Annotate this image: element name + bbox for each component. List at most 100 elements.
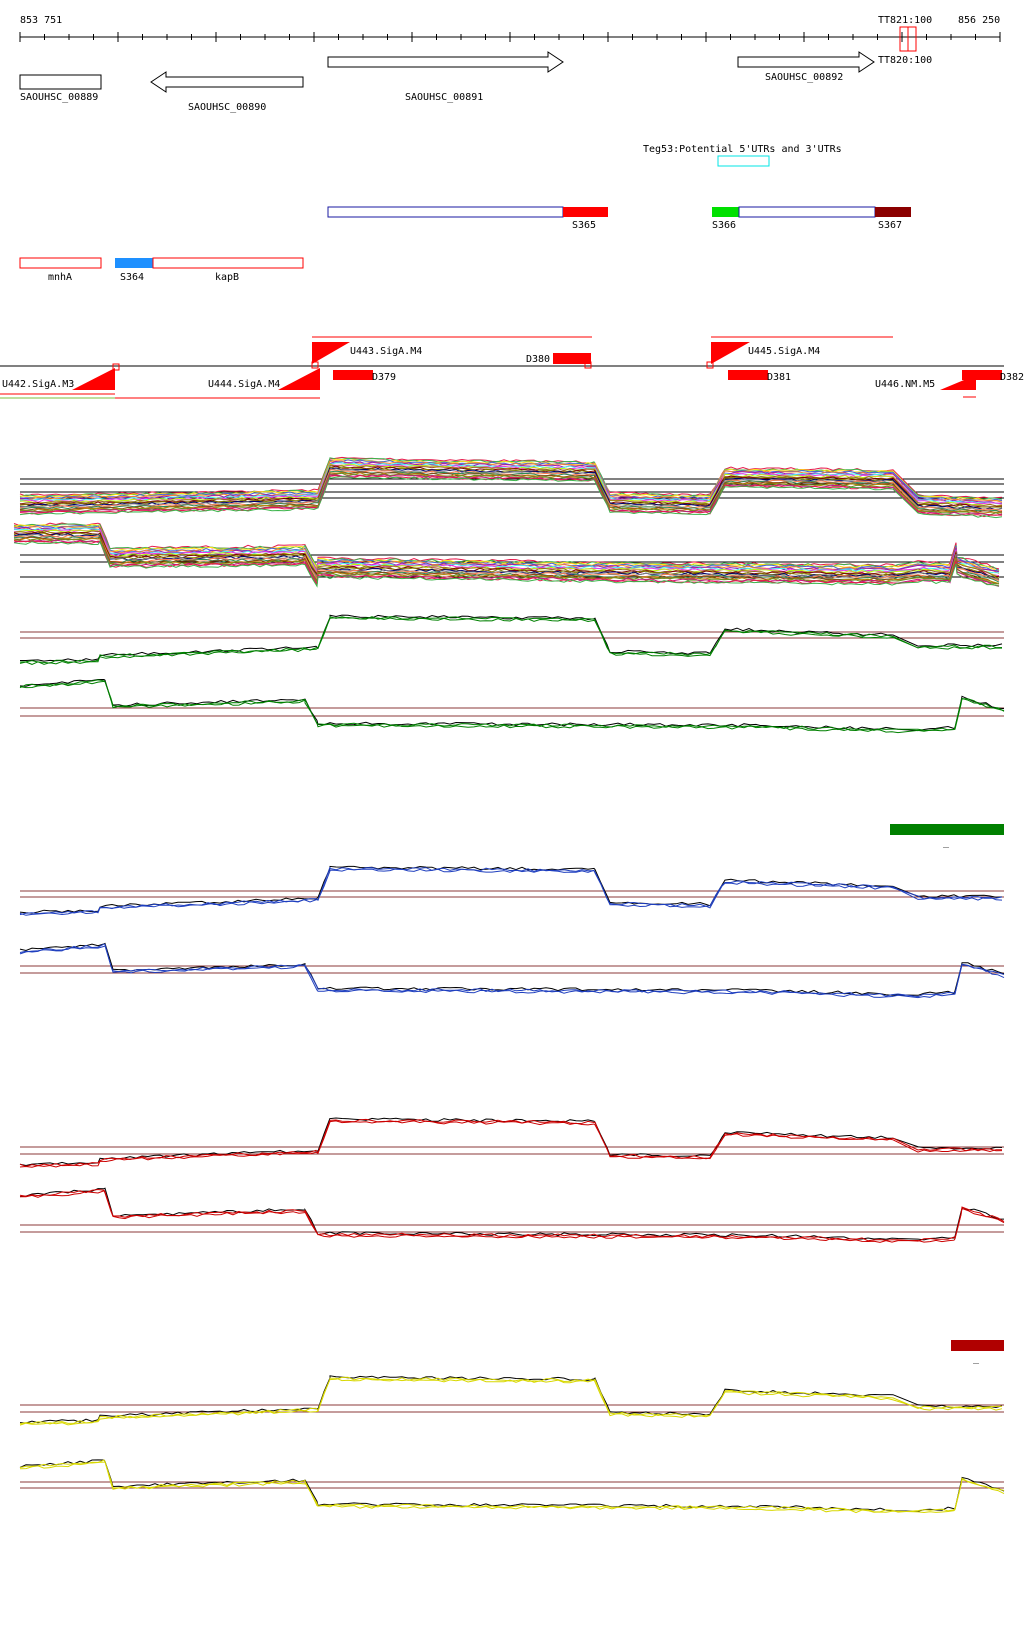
srna-s364-label: S364 bbox=[120, 272, 144, 283]
gene-label-saouhsc-00892: SAOUHSC_00892 bbox=[765, 72, 843, 83]
transcription-unit-track: U442.SigA.M3 U443.SigA.M4 U444.SigA.M4 D… bbox=[0, 336, 1024, 399]
srna-s365-segment[interactable] bbox=[563, 207, 608, 217]
summary-curve-upper bbox=[19, 456, 1003, 499]
promoter-u445-mark bbox=[706, 361, 714, 369]
expression-curve-upper bbox=[19, 865, 1003, 914]
legend-tick-darkred: _ bbox=[973, 1353, 980, 1364]
promoter-u443-flag[interactable] bbox=[312, 342, 350, 364]
summary-curve-lower bbox=[13, 533, 1000, 580]
summary-curve-lower bbox=[13, 534, 1000, 581]
expression-curve-upper bbox=[19, 616, 1003, 665]
promoter-u443-mark bbox=[311, 361, 319, 369]
gene-track: SAOUHSC_00889 SAOUHSC_00890 SAOUHSC_0089… bbox=[19, 51, 875, 113]
expression-curve-upper bbox=[19, 1120, 1002, 1168]
srna-s365-label: S365 bbox=[572, 220, 596, 231]
gene-label-saouhsc-00889: SAOUHSC_00889 bbox=[20, 92, 98, 103]
teg-feature-track: Teg53:Potential 5'UTRs and 3'UTRs bbox=[643, 144, 842, 167]
gene-arrow-saouhsc-00891[interactable] bbox=[327, 51, 564, 73]
ruler-start-label: 853 751 bbox=[20, 15, 62, 26]
promoter-u442-mark bbox=[112, 363, 120, 371]
summary-curve-upper bbox=[19, 474, 1003, 518]
expression-track-green bbox=[19, 614, 1005, 734]
down-region-d381[interactable] bbox=[728, 370, 768, 380]
terminator-label-tt820: TT820:100 bbox=[878, 55, 932, 66]
expression-curve-lower bbox=[19, 945, 1005, 999]
summary-curve-lower bbox=[13, 529, 1000, 578]
summary-curve-lower bbox=[13, 522, 1000, 570]
down-region-d382-label: D382 bbox=[1000, 372, 1024, 383]
summary-curve-upper bbox=[19, 462, 1003, 505]
gene-label-saouhsc-00891: SAOUHSC_00891 bbox=[405, 92, 483, 103]
expression-curve-lower bbox=[19, 1461, 1005, 1514]
promoter-u442-flag[interactable] bbox=[72, 368, 115, 390]
expression-curve-lower bbox=[20, 1190, 1005, 1243]
gene-label-saouhsc-00890: SAOUHSC_00890 bbox=[188, 102, 266, 113]
summary-curve-upper bbox=[19, 476, 1003, 519]
summary-curve-lower bbox=[13, 523, 1000, 572]
summary-curve-upper bbox=[19, 468, 1003, 511]
expression-curve-lower bbox=[19, 1459, 1005, 1512]
gene-arrow-saouhsc-00890[interactable] bbox=[150, 71, 304, 93]
operon-label-kapb: kapB bbox=[215, 272, 239, 283]
promoter-u444-flag[interactable] bbox=[278, 368, 320, 390]
summary-curve-upper bbox=[19, 465, 1003, 508]
promoter-u446-label: U446.NM.M5 bbox=[875, 379, 935, 390]
promoter-u445-label: U445.SigA.M4 bbox=[748, 346, 820, 357]
expression-curve-upper bbox=[19, 1118, 1003, 1168]
legend-bar-darkred[interactable] bbox=[951, 1340, 1004, 1351]
srna-s367-label: S367 bbox=[878, 220, 902, 231]
down-region-d379-label: D379 bbox=[372, 372, 396, 383]
summary-curve-lower bbox=[13, 540, 1000, 587]
down-region-d380-mark bbox=[584, 361, 592, 369]
teg53-label: Teg53:Potential 5'UTRs and 3'UTRs bbox=[643, 144, 842, 155]
expression-curve-upper bbox=[19, 616, 1003, 664]
summary-curve-lower bbox=[13, 524, 1000, 572]
operon-gene-mnha[interactable] bbox=[19, 257, 102, 269]
expression-curve-upper bbox=[19, 866, 1003, 916]
expression-track-blue bbox=[19, 865, 1005, 999]
expression-curve-upper bbox=[19, 1377, 1003, 1426]
down-region-d381-label: D381 bbox=[767, 372, 791, 383]
operon-track: mnhA S364 kapB bbox=[19, 257, 304, 283]
gene-box-saouhsc-00889[interactable] bbox=[19, 74, 102, 90]
operon-label-mnha: mnhA bbox=[48, 272, 72, 283]
expression-curve-lower bbox=[19, 679, 1005, 732]
expression-curve-upper bbox=[19, 868, 1003, 916]
teg53-box[interactable] bbox=[717, 155, 770, 167]
srna-track: S365 S366 S367 bbox=[327, 206, 911, 231]
expression-curve-upper bbox=[19, 1375, 1003, 1424]
expression-curve-lower bbox=[19, 1187, 1005, 1241]
expression-summary-track bbox=[13, 456, 1004, 588]
down-region-d382[interactable] bbox=[962, 370, 1002, 380]
down-region-d380-label: D380 bbox=[526, 354, 550, 365]
down-region-d380[interactable] bbox=[553, 353, 591, 364]
expression-curve-lower bbox=[19, 942, 1005, 996]
promoter-u445-flag[interactable] bbox=[711, 342, 750, 364]
legend-tick-green: _ bbox=[943, 837, 950, 848]
promoter-u443-label: U443.SigA.M4 bbox=[350, 346, 422, 357]
operon-gene-kapb[interactable] bbox=[152, 257, 304, 269]
terminator-label-tt821: TT821:100 bbox=[878, 15, 932, 26]
summary-curve-lower bbox=[13, 540, 1000, 588]
expression-track-yellow bbox=[19, 1375, 1005, 1514]
expression-curve-lower bbox=[19, 679, 1005, 732]
down-region-d379[interactable] bbox=[333, 370, 373, 380]
expression-track-red bbox=[19, 1117, 1005, 1243]
srna-feature-box[interactable] bbox=[327, 206, 564, 218]
expression-curve-upper bbox=[19, 1376, 1003, 1425]
ruler-ticks bbox=[19, 32, 1001, 42]
coordinate-ruler: 853 751 856 250 TT821:100 TT820:100 bbox=[19, 15, 1001, 66]
ruler-end-label: 856 250 bbox=[958, 15, 1000, 26]
srna-s366-segment[interactable] bbox=[712, 207, 739, 217]
summary-curve-upper bbox=[19, 464, 1003, 507]
srna-feature-box-2[interactable] bbox=[738, 206, 876, 218]
promoter-u444-label: U444.SigA.M4 bbox=[208, 379, 280, 390]
srna-s367-segment[interactable] bbox=[875, 207, 911, 217]
summary-curve-upper bbox=[20, 472, 1003, 516]
gene-arrow-saouhsc-00892[interactable] bbox=[737, 51, 875, 73]
srna-s364-segment[interactable] bbox=[115, 258, 153, 268]
promoter-u442-label: U442.SigA.M3 bbox=[2, 379, 74, 390]
legend-bar-green[interactable] bbox=[890, 824, 1004, 835]
